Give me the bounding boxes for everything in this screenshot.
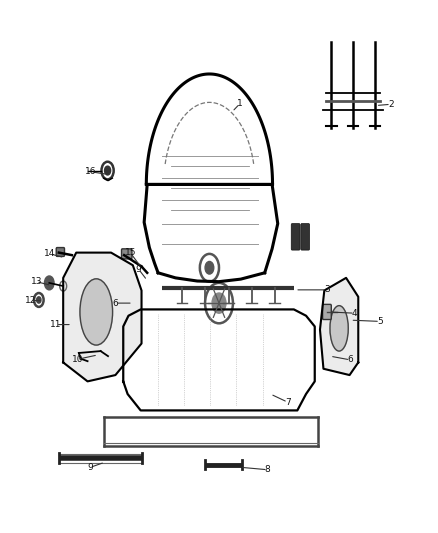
Ellipse shape — [80, 279, 113, 345]
FancyBboxPatch shape — [291, 223, 300, 250]
Text: 2: 2 — [388, 100, 394, 109]
Text: 6: 6 — [113, 298, 118, 308]
Text: 1: 1 — [237, 99, 243, 108]
Text: 10: 10 — [72, 355, 83, 364]
Text: 4: 4 — [352, 309, 357, 318]
Circle shape — [105, 166, 111, 175]
Ellipse shape — [330, 305, 348, 351]
Text: 15: 15 — [124, 248, 136, 257]
Text: 8: 8 — [265, 465, 271, 474]
Circle shape — [37, 297, 41, 303]
Text: 11: 11 — [50, 320, 62, 329]
Text: 5: 5 — [377, 317, 383, 326]
FancyBboxPatch shape — [322, 304, 331, 319]
Circle shape — [45, 276, 54, 290]
Circle shape — [212, 293, 226, 313]
Text: 12: 12 — [25, 296, 37, 305]
FancyBboxPatch shape — [301, 223, 310, 250]
Text: 16: 16 — [85, 167, 97, 176]
Text: 9: 9 — [88, 463, 93, 472]
Text: 14: 14 — [44, 249, 56, 259]
Text: 6: 6 — [348, 356, 353, 365]
FancyBboxPatch shape — [56, 247, 64, 256]
Polygon shape — [320, 278, 358, 375]
Text: 13: 13 — [31, 277, 42, 286]
FancyBboxPatch shape — [121, 249, 132, 259]
Circle shape — [205, 262, 214, 274]
Text: 9: 9 — [136, 264, 141, 273]
Polygon shape — [63, 253, 141, 382]
Text: 3: 3 — [324, 285, 330, 294]
Text: 7: 7 — [285, 398, 291, 407]
